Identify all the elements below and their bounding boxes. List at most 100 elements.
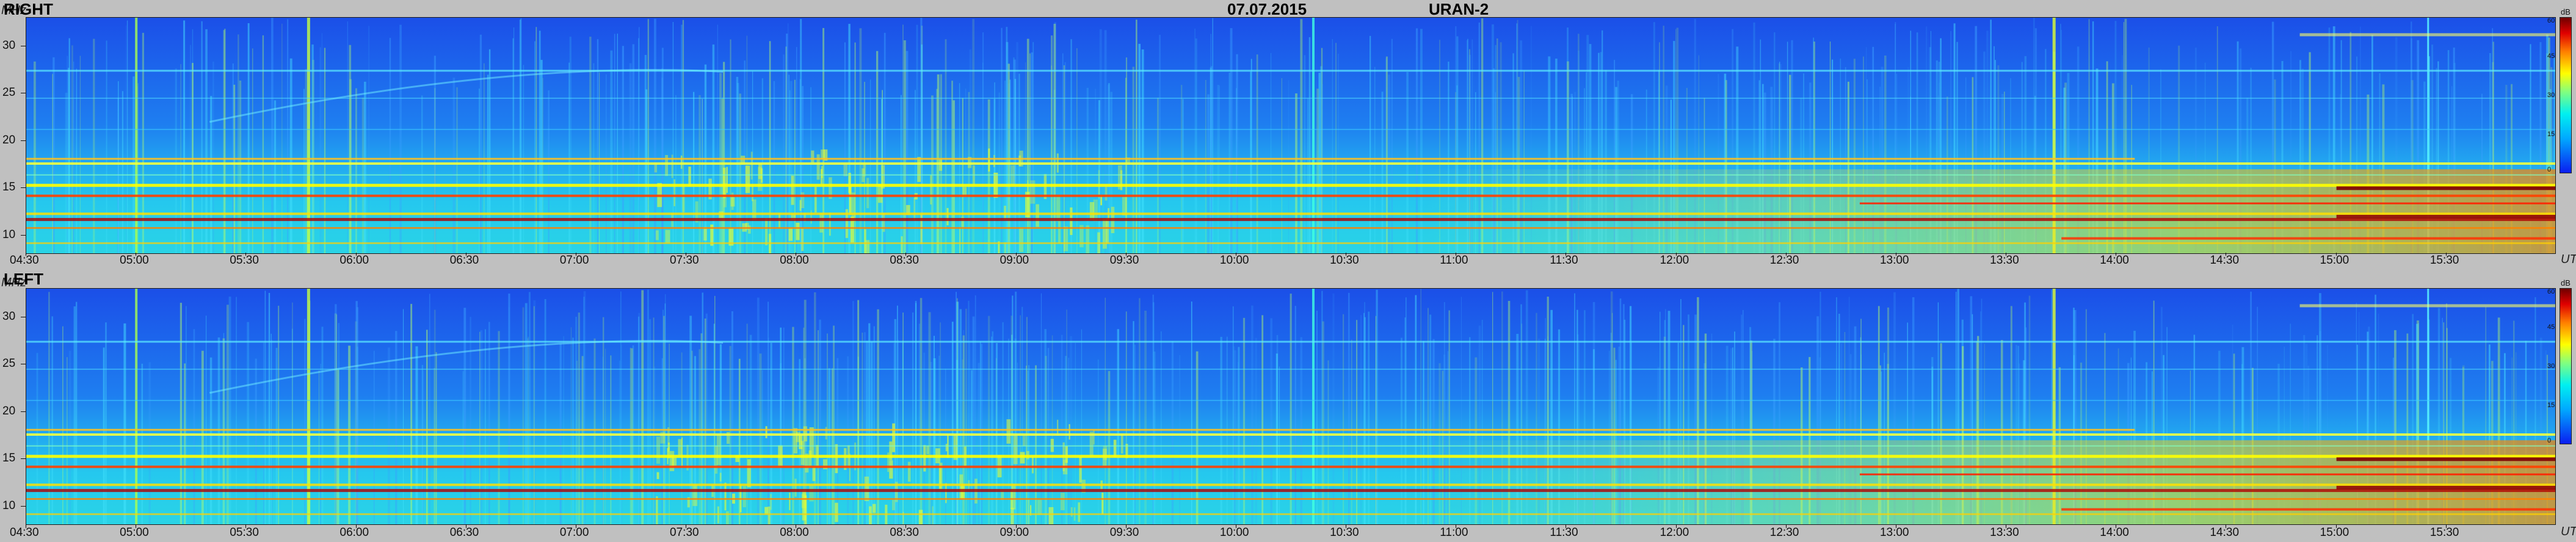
time-tick-mark	[245, 525, 247, 528]
date-label: 07.07.2015	[1227, 0, 1307, 18]
freq-tick-mark	[21, 505, 26, 507]
time-axis-left: 04:30 05:00 05:30 06:00 06:30 07:00 07:30 08:00…	[0, 525, 2576, 541]
spectrogram-left	[26, 288, 2556, 525]
time-tick-mark	[1785, 525, 1787, 528]
vertical-interference-line	[135, 18, 138, 253]
time-tick-label: 07:30	[670, 526, 699, 539]
time-tick-label: 10:00	[1219, 526, 1249, 539]
emission-band	[26, 498, 2555, 500]
freq-tick-label: 10	[2, 499, 16, 512]
spectrogram-left-svg	[26, 289, 2555, 524]
station-label: URAN-2	[1429, 0, 1489, 18]
time-tick-label: 07:00	[559, 254, 589, 267]
emission-band	[2061, 508, 2555, 511]
time-tick-label: 09:00	[1000, 254, 1029, 267]
time-axis-right: 04:30 05:00 05:30 06:00 06:30 07:00 07:30 08:00…	[0, 253, 2576, 269]
drifting-feature	[209, 69, 724, 123]
x-unit-label-right: UT	[2561, 253, 2576, 266]
colorbar-unit-left: dB	[2561, 278, 2571, 287]
emission-band	[1859, 473, 2555, 475]
emission-band	[26, 162, 2555, 165]
colorbar-tick-label: 0	[2547, 437, 2552, 444]
time-tick-label: 05:00	[120, 254, 149, 267]
time-tick-label: 06:30	[449, 254, 479, 267]
colorbar-tick-label: 45	[2547, 52, 2555, 60]
emission-band	[26, 400, 2555, 402]
emission-band	[26, 174, 2555, 176]
y-unit-label-right: MHz	[1, 4, 27, 17]
vertical-interference-line	[307, 18, 310, 253]
freq-tick-label: 30	[2, 38, 16, 52]
freq-tick-label: 20	[2, 404, 16, 417]
time-tick-mark	[1125, 253, 1127, 256]
emission-band	[26, 157, 2135, 160]
colorbar-axis-left: 0 15 30 45 60	[2546, 288, 2558, 444]
time-tick-label: 12:30	[1769, 254, 1799, 267]
colorbar-tick-label: 60	[2547, 17, 2555, 24]
emission-bands	[26, 33, 2555, 244]
emission-band	[2299, 304, 2555, 308]
colorbar-left	[2560, 288, 2572, 444]
time-tick-mark	[2335, 525, 2337, 528]
time-tick-mark	[1785, 253, 1787, 256]
freq-tick-mark	[21, 187, 26, 189]
emission-band	[2299, 33, 2555, 37]
colorbar-tick-label: 30	[2547, 92, 2555, 99]
time-tick-label: 11:30	[1550, 526, 1578, 539]
emission-band	[1859, 202, 2555, 204]
colorbar-tick-label: 0	[2547, 166, 2552, 173]
freq-tick-mark	[21, 234, 26, 236]
time-tick-label: 08:30	[890, 526, 919, 539]
vertical-interference-line	[2052, 18, 2056, 253]
low-frequency-enhancement	[26, 169, 2555, 253]
time-tick-mark	[2445, 253, 2447, 256]
time-tick-label: 15:30	[2429, 526, 2459, 539]
freq-tick-label: 25	[2, 86, 16, 99]
time-tick-label: 12:00	[1660, 526, 1689, 539]
time-tick-label: 14:30	[2210, 254, 2240, 267]
vertical-interference-line	[2427, 289, 2429, 524]
colorbar-tick-label: 30	[2547, 363, 2555, 370]
emission-band	[2061, 237, 2555, 240]
time-tick-label: 15:30	[2429, 254, 2459, 267]
time-tick-label: 11:00	[1440, 526, 1468, 539]
emission-band	[2336, 214, 2555, 219]
colorbar-unit-right: dB	[2561, 7, 2571, 16]
freq-axis-right: 10 15 20 25 30	[0, 17, 26, 254]
time-tick-label: 14:30	[2210, 526, 2240, 539]
emission-band	[26, 218, 2555, 222]
time-tick-label: 10:30	[1330, 254, 1359, 267]
emission-band	[2336, 485, 2555, 490]
time-tick-label: 13:30	[1990, 254, 2019, 267]
emission-band	[26, 368, 2555, 370]
time-tick-mark	[905, 525, 907, 528]
emission-bands	[26, 304, 2555, 515]
emission-band	[26, 455, 2555, 458]
time-tick-mark	[1015, 525, 1017, 528]
time-tick-label: 07:00	[559, 526, 589, 539]
time-tick-label: 15:00	[2320, 254, 2349, 267]
colorbar-axis-right: 0 15 30 45 60	[2546, 17, 2558, 173]
time-tick-label: 06:30	[449, 526, 479, 539]
time-tick-label: 08:00	[780, 526, 809, 539]
time-tick-label: 13:00	[1879, 254, 1909, 267]
freq-tick-label: 15	[2, 181, 16, 194]
emission-band	[26, 428, 2135, 431]
vertical-interference-line	[1312, 18, 1315, 253]
vertical-interference-line	[1312, 289, 1315, 524]
emission-band	[26, 341, 2555, 343]
emission-band	[26, 445, 2555, 447]
emission-band	[26, 483, 2555, 486]
time-tick-label: 10:30	[1330, 526, 1359, 539]
time-tick-mark	[355, 525, 357, 528]
emission-band	[26, 433, 2555, 436]
colorbar-tick-label: 60	[2547, 288, 2555, 295]
colorbar-tick-label: 45	[2547, 323, 2555, 331]
freq-tick-mark	[21, 140, 26, 141]
time-tick-label: 05:00	[120, 526, 149, 539]
emission-band	[26, 465, 2555, 468]
spectrogram-right-svg	[26, 18, 2555, 253]
freq-tick-mark	[21, 458, 26, 460]
time-tick-label: 15:00	[2320, 526, 2349, 539]
emission-band	[26, 70, 2555, 72]
